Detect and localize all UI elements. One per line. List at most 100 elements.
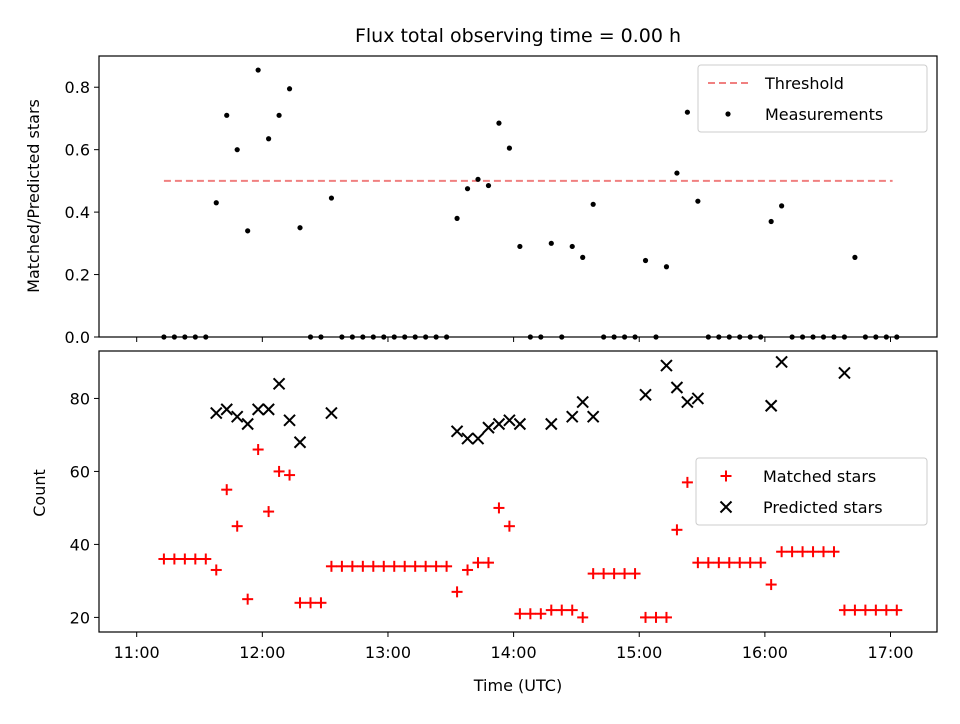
legend-matched-swatch [720, 470, 732, 482]
matched-star-point [765, 579, 777, 591]
matched-star-point [357, 560, 369, 572]
matched-star-point [399, 560, 411, 572]
matched-star-point [545, 604, 557, 616]
predicted-star-point [681, 395, 694, 409]
measurement-point [475, 176, 481, 182]
predicted-star-point [230, 410, 244, 423]
measurement-point [297, 225, 303, 231]
matched-star-point [723, 557, 735, 569]
measurement-point [224, 112, 230, 118]
measurement-point [496, 120, 502, 126]
matched-star-point [325, 560, 337, 572]
matched-star-point [692, 557, 704, 569]
measurement-point [768, 218, 774, 225]
matched-star-point [891, 604, 903, 616]
count-x-tick-label: 12:00 [239, 643, 285, 662]
measurement-point [674, 170, 680, 176]
count-ticks: 20 40 60 80 11:00 12:00 13:00 14:00 15:00 16:00 17… [70, 389, 914, 662]
count-x-tick-label: 11:00 [114, 643, 160, 662]
matched-star-point [462, 564, 474, 576]
measurement-point [590, 201, 596, 207]
predicted-star-point [513, 417, 527, 431]
matched-star-point [556, 604, 568, 616]
measurement-point [454, 215, 460, 221]
matched-star-point [221, 484, 233, 496]
count-y-tick-label: 20 [70, 608, 90, 627]
matched-star-point [252, 444, 264, 456]
matched-star-point [231, 520, 243, 532]
ratio-y-tick-label: 0.2 [65, 266, 90, 285]
measurement-point [213, 200, 219, 206]
count-legend: Matched stars Predicted stars [695, 457, 928, 526]
predicted-stars-points [210, 355, 851, 449]
matched-star-point [346, 560, 358, 572]
ratio-legend-box [697, 64, 928, 133]
time-x-axis-label: Time (UTC) [473, 676, 562, 695]
predicted-star-point [450, 425, 464, 438]
matched-star-point [587, 568, 599, 580]
matched-star-point [294, 597, 306, 609]
matched-star-point [786, 546, 798, 558]
count-x-tick-label: 15:00 [616, 643, 662, 662]
predicted-star-point [838, 366, 851, 380]
ratio-ticks: 0.0 0.2 0.4 0.6 0.8 [65, 78, 892, 347]
count-x-tick-label: 14:00 [491, 643, 537, 662]
predicted-star-point [461, 432, 474, 445]
matched-star-point [776, 546, 788, 558]
matched-star-point [200, 553, 212, 565]
predicted-star-point [775, 355, 788, 369]
predicted-star-point [325, 406, 338, 420]
matched-stars-points [158, 444, 903, 623]
legend-x-mark [719, 500, 733, 514]
matched-star-point [619, 568, 631, 580]
figure-title: Flux total observing time = 0.00 h [355, 25, 681, 47]
matched-star-point [650, 611, 662, 623]
predicted-star-point [586, 410, 600, 423]
matched-star-point [681, 476, 693, 488]
matched-star-point [315, 597, 327, 609]
legend-matched-label: Matched stars [763, 467, 876, 486]
matched-star-point [828, 546, 840, 558]
count-plot-frame [98, 350, 938, 633]
matched-star-point [284, 469, 296, 481]
count-y-axis-label: Count [30, 469, 49, 517]
matched-star-point [168, 553, 180, 565]
legend-threshold-label: Threshold [764, 74, 844, 93]
matched-star-point [304, 597, 316, 609]
matched-star-point [577, 611, 589, 623]
predicted-star-point [670, 381, 684, 394]
count-x-tick-label: 16:00 [742, 643, 788, 662]
matched-star-point [378, 560, 390, 572]
count-panel: Count Time (UTC) 20 40 60 80 11:00 12:00 13:00… [30, 350, 938, 695]
measurement-point [548, 240, 554, 246]
measurement-point [663, 264, 670, 270]
measurement-point [779, 203, 785, 209]
matched-star-point [713, 557, 725, 569]
matched-star-point [179, 553, 191, 565]
measurement-point [255, 67, 261, 73]
legend-measurement-swatch [725, 111, 731, 117]
matched-star-point [535, 608, 547, 620]
predicted-star-point [764, 399, 778, 412]
legend-predicted-label: Predicted stars [763, 498, 883, 517]
measurement-point [642, 257, 649, 264]
matched-star-point [210, 564, 222, 576]
ratio-y-tick-label: 0.6 [65, 141, 90, 160]
legend-measurements-label: Measurements [765, 105, 883, 124]
matched-star-point [336, 560, 348, 572]
ratio-y-tick-label: 0.8 [65, 78, 90, 97]
measurement-point [464, 186, 471, 192]
matched-star-point [388, 560, 400, 572]
matched-star-point [273, 465, 285, 477]
measurement-point [517, 243, 523, 250]
predicted-star-point [482, 421, 495, 434]
matched-star-point [838, 604, 850, 616]
ratio-panel: Matched/Predicted stars 0.00.20.40.60.8 … [24, 55, 938, 347]
predicted-star-point [471, 432, 485, 445]
matched-star-point [671, 524, 683, 536]
predicted-star-point [503, 414, 516, 427]
predicted-star-point [262, 403, 275, 416]
matched-star-point [367, 560, 379, 572]
count-y-tick-label: 80 [70, 389, 90, 408]
